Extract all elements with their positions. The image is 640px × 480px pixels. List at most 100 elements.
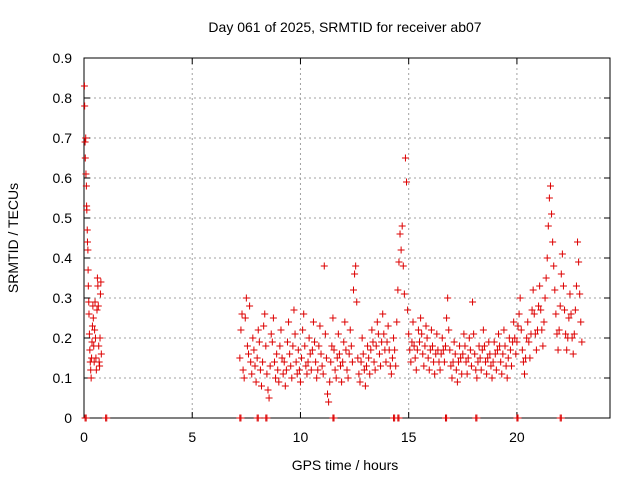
- data-point: [403, 178, 411, 186]
- data-point: [408, 338, 416, 346]
- data-point: [409, 318, 417, 326]
- data-point: [254, 326, 262, 334]
- data-point: [559, 282, 567, 290]
- data-point: [489, 358, 497, 366]
- data-point: [245, 350, 253, 358]
- data-point: [307, 366, 315, 374]
- data-point: [289, 342, 297, 350]
- data-point: [84, 246, 92, 254]
- data-point: [276, 342, 284, 350]
- data-point: [469, 298, 477, 306]
- data-point: [346, 326, 354, 334]
- data-point: [359, 350, 367, 358]
- data-point: [451, 350, 459, 358]
- data-point: [538, 326, 546, 334]
- data-point: [288, 374, 296, 382]
- data-point: [452, 366, 460, 374]
- zero-marker: [557, 414, 565, 422]
- data-point: [383, 338, 391, 346]
- data-point: [424, 354, 432, 362]
- data-point: [549, 238, 557, 246]
- data-point: [392, 362, 400, 370]
- data-point: [256, 366, 264, 374]
- data-point: [251, 362, 259, 370]
- data-point: [499, 350, 507, 358]
- data-point: [554, 346, 562, 354]
- data-point: [391, 346, 399, 354]
- data-point: [308, 346, 316, 354]
- data-point: [501, 342, 509, 350]
- data-point: [322, 354, 330, 362]
- data-point: [419, 350, 427, 358]
- data-point: [532, 346, 540, 354]
- data-point: [467, 362, 475, 370]
- data-point: [237, 326, 245, 334]
- data-point: [351, 270, 359, 278]
- data-point: [388, 354, 396, 362]
- data-point: [572, 282, 580, 290]
- data-point: [317, 350, 325, 358]
- data-point: [260, 322, 268, 330]
- data-point: [412, 366, 420, 374]
- data-point: [301, 342, 309, 350]
- data-point: [450, 338, 458, 346]
- data-point: [473, 374, 481, 382]
- data-point: [462, 358, 470, 366]
- y-tick-label: 0.4: [53, 250, 73, 266]
- data-point: [357, 358, 365, 366]
- data-point: [81, 102, 89, 110]
- data-point: [482, 358, 490, 366]
- data-point: [292, 358, 300, 366]
- data-point: [332, 374, 340, 382]
- data-point: [369, 338, 377, 346]
- data-point: [410, 342, 418, 350]
- data-point: [488, 374, 496, 382]
- data-point: [380, 330, 388, 338]
- data-point: [314, 366, 322, 374]
- data-point: [425, 366, 433, 374]
- data-point: [242, 294, 250, 302]
- data-point: [266, 362, 274, 370]
- data-point: [361, 382, 369, 390]
- data-point: [397, 246, 405, 254]
- data-point: [512, 350, 520, 358]
- zero-marker: [473, 414, 481, 422]
- data-point: [302, 362, 310, 370]
- data-point: [343, 366, 351, 374]
- data-point: [338, 378, 346, 386]
- data-point: [396, 230, 404, 238]
- data-point: [281, 382, 289, 390]
- data-point: [439, 346, 447, 354]
- data-point: [400, 290, 408, 298]
- data-point: [373, 318, 381, 326]
- y-tick-label: 0.9: [53, 50, 73, 66]
- data-point: [423, 334, 431, 342]
- data-point: [519, 358, 527, 366]
- data-point: [249, 334, 257, 342]
- data-point: [429, 342, 437, 350]
- x-tick-label: 15: [401, 429, 417, 445]
- data-point: [321, 330, 329, 338]
- data-point: [531, 330, 539, 338]
- data-point: [344, 374, 352, 382]
- data-point: [379, 310, 387, 318]
- data-point: [553, 330, 561, 338]
- data-point: [399, 262, 407, 270]
- data-point: [96, 334, 104, 342]
- data-point: [382, 358, 390, 366]
- data-point: [566, 290, 574, 298]
- data-point: [282, 366, 290, 374]
- data-point: [518, 346, 526, 354]
- data-point: [411, 354, 419, 362]
- data-point: [464, 354, 472, 362]
- data-point: [556, 302, 564, 310]
- data-point: [453, 378, 461, 386]
- data-point: [83, 238, 91, 246]
- data-point: [356, 378, 364, 386]
- data-point: [557, 270, 565, 278]
- data-point: [355, 370, 363, 378]
- data-point: [461, 342, 469, 350]
- data-point: [540, 318, 548, 326]
- data-point: [92, 366, 100, 374]
- x-tick-label: 10: [293, 429, 309, 445]
